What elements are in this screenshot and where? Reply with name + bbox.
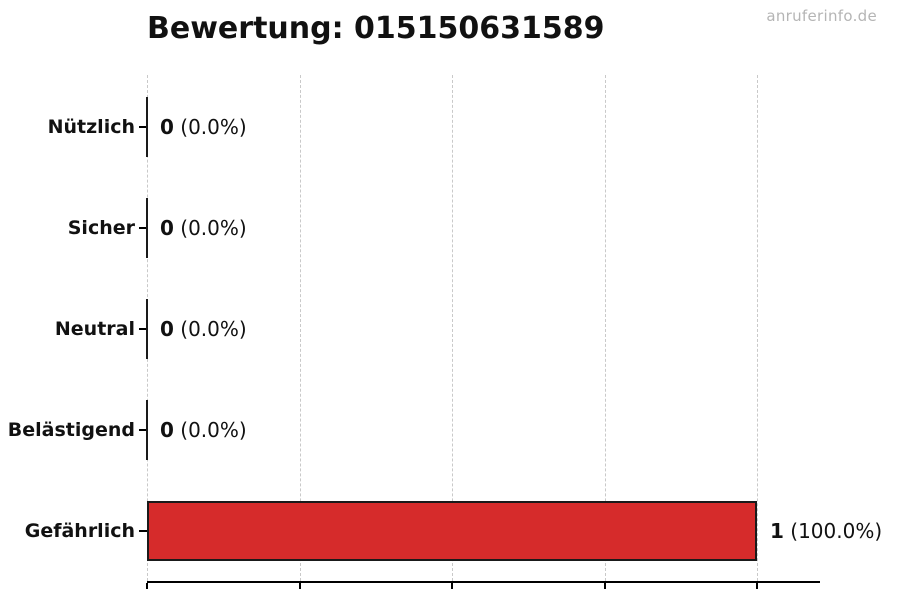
y-tick	[139, 327, 147, 330]
y-tick	[139, 529, 147, 532]
bar-row: Belästigend 0 (0.0%)	[8, 379, 817, 480]
zero-bar-line	[146, 298, 148, 359]
zero-bar-line	[146, 399, 148, 460]
gridline	[452, 75, 453, 581]
gridline	[757, 75, 758, 581]
gridline	[299, 75, 301, 581]
value-count: 0	[160, 115, 174, 140]
bar-row: Neutral 0 (0.0%)	[55, 279, 817, 380]
x-tick	[298, 583, 301, 589]
y-tick	[139, 126, 147, 129]
value-percent: (0.0%)	[180, 417, 247, 442]
x-axis-line	[147, 581, 820, 583]
value-label: 0 (0.0%)	[160, 317, 247, 341]
value-count: 1	[770, 518, 784, 543]
value-count: 0	[160, 417, 174, 442]
y-tick	[139, 428, 147, 431]
bar-row: Sicher 0 (0.0%)	[68, 178, 817, 279]
value-label: 0 (0.0%)	[160, 216, 247, 240]
value-label: 0 (0.0%)	[160, 418, 247, 442]
y-tick	[139, 227, 147, 230]
value-count: 0	[160, 316, 174, 341]
chart-title: Bewertung: 015150631589	[147, 11, 605, 46]
zero-bar-line	[146, 198, 148, 259]
category-label: Sicher	[67, 217, 135, 240]
zero-bar-line	[146, 97, 148, 158]
category-label: Gefährlich	[24, 519, 135, 542]
x-tick	[756, 583, 758, 589]
bar-row: Nützlich 0 (0.0%)	[48, 77, 817, 178]
value-percent: (100.0%)	[790, 518, 883, 543]
category-label: Nützlich	[47, 116, 135, 139]
value-label: 0 (0.0%)	[160, 115, 247, 139]
category-label: Neutral	[54, 317, 135, 340]
x-tick	[451, 583, 453, 589]
value-count: 0	[160, 216, 174, 241]
x-tick	[603, 583, 606, 589]
value-percent: (0.0%)	[180, 316, 247, 341]
bar	[147, 500, 757, 561]
category-label: Belästigend	[7, 418, 135, 441]
value-percent: (0.0%)	[180, 216, 247, 241]
bar-row: Gefährlich 1 (100.0%)	[25, 480, 882, 581]
value-label: 1 (100.0%)	[770, 519, 882, 543]
value-percent: (0.0%)	[180, 115, 247, 140]
gridline	[604, 75, 606, 581]
x-tick	[146, 583, 148, 589]
plot-area: Nützlich 0 (0.0%) Sicher 0 (0.0%) Neutra…	[8, 75, 882, 589]
watermark: anruferinfo.de	[766, 7, 877, 25]
